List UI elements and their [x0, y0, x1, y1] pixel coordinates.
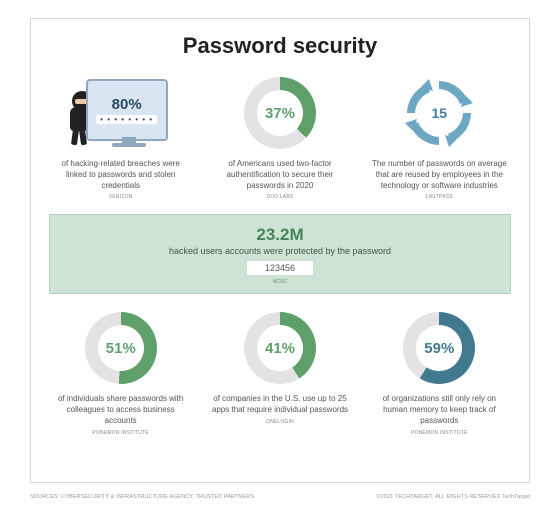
stat-source: DUO LABS	[267, 194, 294, 200]
stat-app-passwords: 41% of companies in the U.S. use up to 2…	[205, 308, 355, 435]
banner-password: 123456	[247, 261, 313, 275]
cycle-value: 15	[432, 105, 448, 121]
footer-copyright: ©2021 TECHTARGET, ALL RIGHTS RESERVED Te…	[377, 494, 530, 500]
donut-value: 51%	[106, 340, 136, 357]
stat-caption: of hacking-related breaches were linked …	[51, 159, 191, 191]
footer-sources: SOURCES: CYBERSECURITY & INFRASTRUCTURE …	[30, 494, 254, 500]
page-title: Password security	[183, 33, 377, 59]
password-dots: • • • • • • • •	[96, 115, 157, 124]
infographic-canvas: Password security	[0, 0, 560, 510]
stat-hacking-breaches: 80% • • • • • • • • of hacking-related b…	[46, 73, 196, 200]
stat-caption: of companies in the U.S. use up to 25 ap…	[210, 394, 350, 416]
footer-credits: SOURCES: CYBERSECURITY & INFRASTRUCTURE …	[30, 494, 530, 500]
stat-caption: of individuals share passwords with coll…	[51, 394, 191, 426]
stat-caption: of organizations still only rely on huma…	[369, 394, 509, 426]
stat-source: PONEMON INSTITUTE	[92, 430, 148, 436]
stat-source: LASTPASS	[426, 194, 453, 200]
donut-value: 37%	[265, 105, 295, 122]
donut-chart: 37%	[244, 77, 316, 149]
donut-chart: 59%	[403, 312, 475, 384]
content-frame: Password security	[30, 18, 530, 483]
stat-source: PONEMON INSTITUTE	[411, 430, 467, 436]
highlight-banner: 23.2M hacked users accounts were protect…	[49, 214, 511, 294]
cycle-arrows-icon: 15	[403, 77, 475, 149]
stat-caption: The number of passwords on average that …	[369, 159, 509, 191]
stat-human-memory: 59% of organizations still only rely on …	[364, 308, 514, 435]
stat-value: 80%	[112, 96, 142, 113]
stat-caption: of Americans used two-factor authentific…	[210, 159, 350, 191]
stat-source: ONELOGIN	[266, 419, 294, 425]
monitor-icon: 80% • • • • • • • •	[86, 79, 168, 141]
banner-number: 23.2M	[50, 225, 510, 245]
donut-chart: 51%	[85, 312, 157, 384]
donut-chart: 41%	[244, 312, 316, 384]
stat-password-sharing: 51% of individuals share passwords with …	[46, 308, 196, 435]
donut-value: 59%	[424, 340, 454, 357]
donut-value: 41%	[265, 340, 295, 357]
stat-2fa-usage: 37% of Americans used two-factor authent…	[205, 73, 355, 200]
monitor-thief-graphic: 80% • • • • • • • •	[66, 73, 176, 153]
stat-password-reuse: 15 The number of passwords on average th…	[364, 73, 514, 200]
banner-source: NCSC	[50, 279, 510, 285]
stat-row-1: 80% • • • • • • • • of hacking-related b…	[31, 73, 529, 200]
stat-source: VERIZON	[109, 194, 133, 200]
stat-row-2: 51% of individuals share passwords with …	[31, 308, 529, 435]
banner-text: hacked users accounts were protected by …	[50, 246, 510, 256]
